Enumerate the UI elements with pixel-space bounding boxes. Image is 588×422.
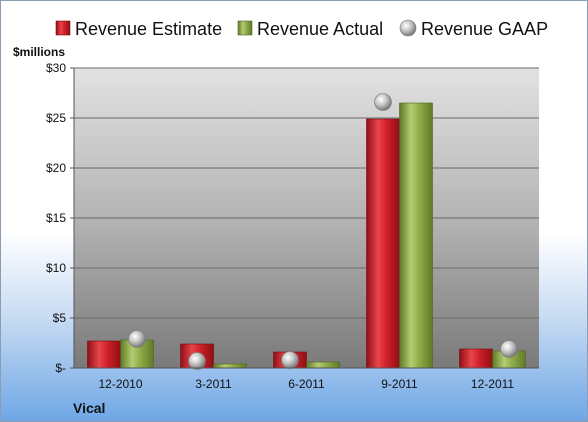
bar-revenue-actual	[399, 102, 433, 369]
marker-revenue-gaap	[500, 340, 518, 358]
legend-label-revenue-gaap: Revenue GAAP	[421, 19, 548, 39]
bar-revenue-actual	[213, 363, 247, 369]
marker-revenue-gaap	[374, 93, 392, 111]
x-tick-label: 9-2011	[381, 377, 418, 391]
y-tick-label: $25	[46, 111, 66, 125]
x-tick-label: 12-2010	[98, 377, 142, 391]
x-tick-label: 3-2011	[195, 377, 232, 391]
gridlines	[74, 67, 539, 319]
y-tick-label: $15	[46, 211, 66, 225]
marker-revenue-gaap	[281, 351, 299, 369]
x-tick-label: 12-2011	[471, 377, 514, 391]
bar-revenue-estimate	[459, 348, 493, 369]
legend-item-revenue-estimate: Revenue Estimate	[55, 19, 222, 39]
legend-label-revenue-actual: Revenue Actual	[257, 19, 383, 39]
y-tick-label: $-	[55, 361, 66, 375]
bars	[87, 102, 526, 369]
legend-swatch-revenue-actual	[237, 20, 253, 36]
y-tick-label: $20	[46, 161, 66, 175]
y-tick-label: $10	[46, 261, 66, 275]
legend-label-revenue-estimate: Revenue Estimate	[75, 19, 222, 39]
x-axis-ticks: 12-2010 3-2011 6-2011 9-2011 12-2011	[98, 377, 514, 391]
legend-item-revenue-actual: Revenue Actual	[237, 19, 383, 39]
marker-revenue-gaap	[188, 352, 206, 370]
gaap-markers	[128, 93, 518, 370]
legend-swatch-revenue-estimate	[55, 20, 71, 36]
legend: Revenue Estimate Revenue Actual Revenue …	[55, 19, 548, 39]
legend-marker-revenue-gaap	[399, 19, 417, 37]
company-label: Vical	[73, 400, 105, 416]
y-axis-unit-label: $millions	[13, 45, 65, 59]
bar-revenue-estimate	[87, 340, 121, 369]
y-tick-label: $5	[53, 311, 67, 325]
legend-item-revenue-gaap: Revenue GAAP	[399, 19, 548, 39]
x-tick-label: 6-2011	[288, 377, 325, 391]
bar-revenue-estimate	[366, 118, 400, 369]
y-tick-label: $30	[46, 61, 66, 75]
marker-revenue-gaap	[128, 330, 146, 348]
y-axis-ticks: $- $5 $10 $15 $20 $25 $30	[46, 61, 74, 375]
bar-revenue-actual	[306, 361, 340, 369]
